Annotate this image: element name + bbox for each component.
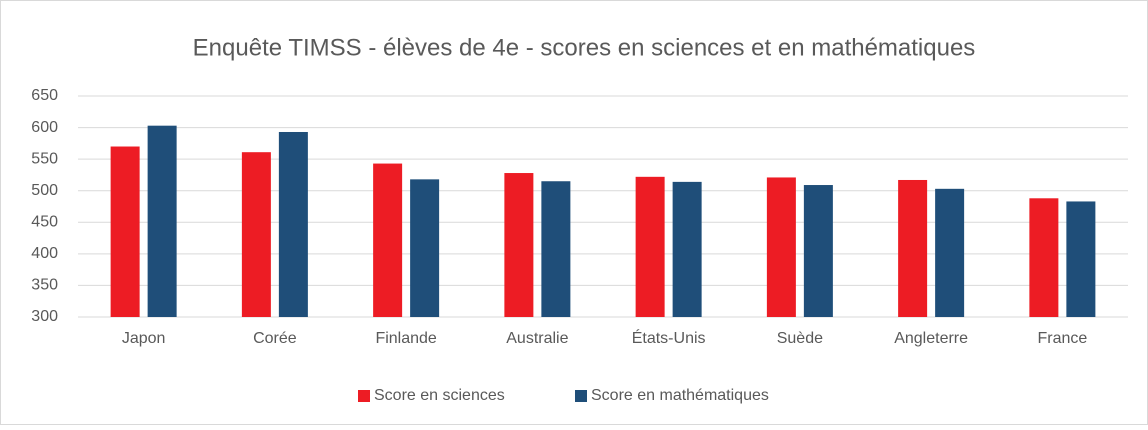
y-tick-label: 500 [31, 182, 58, 199]
bar [541, 181, 571, 317]
bar [147, 125, 177, 317]
y-tick-label: 450 [31, 214, 58, 231]
y-tick-label: 300 [31, 308, 58, 325]
legend-swatch [358, 390, 370, 402]
bar [803, 185, 833, 317]
x-tick-label: Finlande [375, 330, 436, 347]
bar [241, 152, 271, 317]
bar [1029, 198, 1059, 317]
x-tick-label: Corée [253, 330, 297, 347]
y-tick-label: 350 [31, 277, 58, 294]
x-tick-label: Australie [506, 330, 568, 347]
bar [278, 131, 308, 317]
chart-title: Enquête TIMSS - élèves de 4e - scores en… [193, 34, 976, 61]
bar [504, 173, 534, 317]
x-tick-label: France [1037, 330, 1087, 347]
bar [410, 179, 440, 317]
bar [898, 179, 928, 317]
x-tick-label: Suède [777, 330, 823, 347]
bar [935, 188, 965, 317]
y-tick-label: 650 [31, 87, 58, 104]
y-tick-label: 400 [31, 245, 58, 262]
legend-swatch [575, 390, 587, 402]
x-tick-label: États-Unis [632, 328, 706, 347]
legend-label: Score en sciences [374, 387, 505, 404]
y-tick-label: 550 [31, 150, 58, 167]
x-tick-label: Angleterre [894, 330, 968, 347]
bar [110, 146, 140, 317]
legend-label: Score en mathématiques [591, 387, 769, 404]
y-tick-label: 600 [31, 119, 58, 136]
bar [766, 177, 796, 317]
bar [635, 176, 665, 317]
bar [373, 163, 403, 317]
x-tick-label: Japon [122, 330, 166, 347]
bar [1066, 201, 1096, 317]
bar [672, 181, 702, 317]
